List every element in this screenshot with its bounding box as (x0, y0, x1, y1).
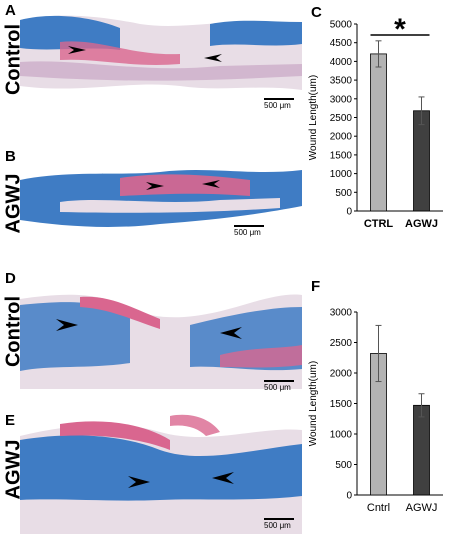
y-tick-label: 500 (335, 460, 352, 471)
histology-image-a (20, 2, 302, 120)
scale-text-e: 500 μm (264, 521, 291, 530)
category-label: AGWJ (406, 502, 438, 514)
arrowhead-icon (204, 54, 222, 62)
y-tick-label: 0 (346, 491, 352, 502)
histology-image-b (20, 150, 302, 250)
histology-image-e (20, 410, 302, 538)
y-tick-label: 5000 (330, 20, 353, 31)
panel-letter-e: E (5, 412, 16, 429)
scale-text-d: 500 μm (264, 383, 291, 392)
chart-c-svg: 0 500 1000 1500 2000 2500 3000 3500 4000 4500 5000… (308, 13, 443, 230)
arrowhead-icon (220, 327, 242, 339)
category-label: CTRL (364, 218, 394, 230)
y-tick-label: 3000 (330, 308, 353, 319)
arrowhead-icon (202, 180, 220, 188)
category-label: AGWJ (405, 218, 438, 230)
panel-letter-c: C (311, 4, 322, 21)
chart-f: 0 500 1000 1500 2000 2500 3000 Wound Length(um)… (305, 300, 453, 540)
arrowhead-icon (68, 46, 86, 54)
scale-text-b: 500 μm (234, 228, 261, 237)
y-axis-label: Wound Length(um) (308, 75, 319, 160)
category-label: Cntrl (367, 502, 390, 514)
scale-bar-d: 500 μm (264, 380, 294, 392)
y-tick-label: 2500 (330, 113, 353, 124)
scale-bar-e: 500 μm (264, 518, 294, 530)
y-tick-label: 3500 (330, 76, 353, 87)
histology-image-d (20, 285, 302, 395)
chart-c: 0 500 1000 1500 2000 2500 3000 3500 4000 4500 5000… (305, 13, 453, 250)
scale-text-a: 500 μm (264, 101, 291, 110)
bar-agwj (413, 110, 430, 212)
panel-letter-d: D (5, 270, 16, 287)
panel-letter-a: A (5, 2, 16, 19)
y-tick-label: 2000 (330, 369, 353, 380)
y-tick-label: 4500 (330, 38, 353, 49)
arrowhead-icon (146, 182, 164, 190)
arrowhead-icon (128, 476, 150, 488)
arrowhead-icon (212, 472, 234, 484)
chart-f-svg: 0 500 1000 1500 2000 2500 3000 Wound Length(um)… (308, 308, 443, 514)
y-axis-label: Wound Length(um) (308, 361, 319, 446)
y-tick-label: 3000 (330, 94, 353, 105)
y-tick-label: 1000 (330, 169, 353, 180)
panel-letter-b: B (5, 148, 16, 165)
significance-star: * (394, 15, 406, 46)
scale-bar-a: 500 μm (264, 98, 294, 110)
y-tick-label: 1500 (330, 399, 353, 410)
scale-bar-b: 500 μm (234, 225, 264, 237)
bar-ctrl (370, 53, 387, 212)
y-tick-label: 500 (335, 188, 352, 199)
arrowhead-icon (56, 319, 78, 331)
y-tick-label: 2500 (330, 338, 353, 349)
y-tick-label: 0 (346, 207, 352, 218)
y-tick-label: 2000 (330, 132, 353, 143)
y-tick-label: 1000 (330, 430, 353, 441)
y-tick-label: 1500 (330, 150, 353, 161)
bar-agwj (413, 404, 430, 496)
panel-letter-f: F (311, 278, 321, 295)
y-tick-label: 4000 (330, 57, 353, 68)
